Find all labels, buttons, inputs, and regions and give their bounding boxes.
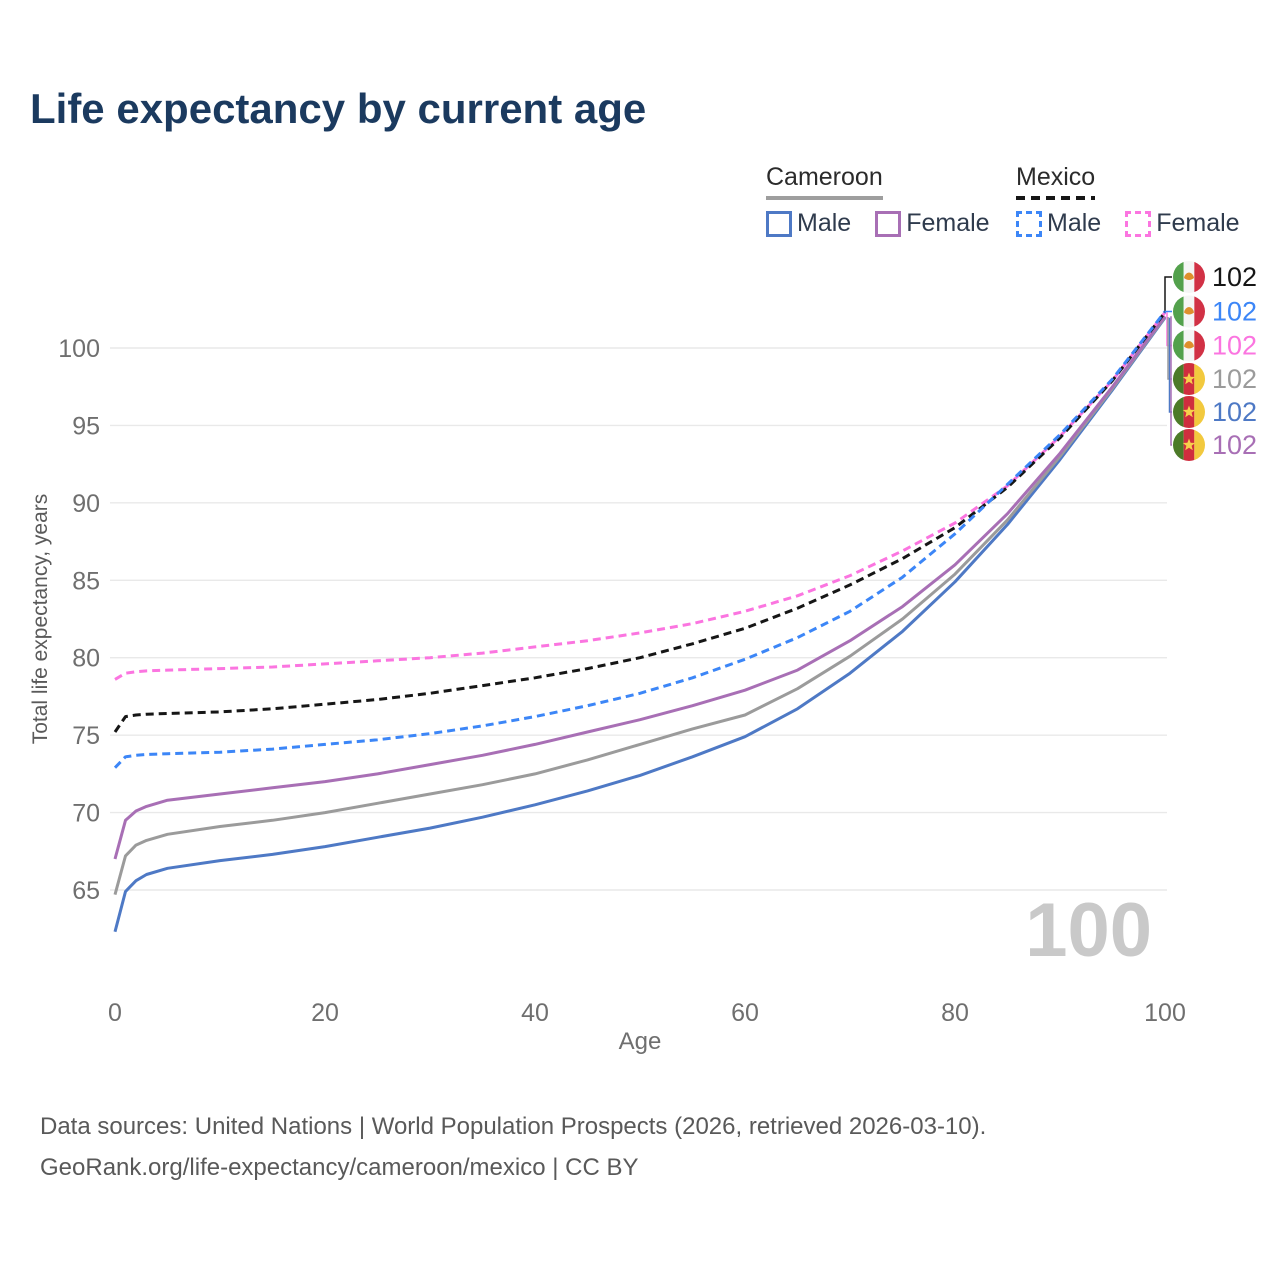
series-line-mexico-female[interactable]	[114, 311, 1167, 681]
legend-item-mexico-female[interactable]: Female	[1125, 209, 1240, 238]
y-tick-label-100: 100	[58, 335, 100, 363]
series-line-cameroon-both[interactable]	[113, 316, 1167, 895]
end-label-cameroon-male: 102	[1168, 317, 1257, 428]
x-tick-label-100: 100	[1144, 999, 1186, 1027]
y-axis-title: Total life expectancy, years	[29, 494, 52, 745]
page-title: Life expectancy by current age	[30, 85, 647, 132]
series-line-cameroon-male[interactable]	[113, 316, 1167, 933]
y-tick-label-95: 95	[72, 412, 100, 440]
mexico-male-swatch-icon[interactable]	[1016, 210, 1042, 237]
footer-data-sources: Data sources: United Nations | World Pop…	[40, 1113, 987, 1140]
series-line-cameroon-female[interactable]	[113, 315, 1167, 860]
label-connector-cameroon-female	[1170, 316, 1172, 446]
end-label-value-mexico-female: 102	[1212, 331, 1257, 361]
legend-label-cameroon-female: Female	[906, 209, 990, 237]
y-tick-label-80: 80	[72, 645, 100, 673]
end-label-value-cameroon-both: 102	[1212, 364, 1257, 394]
cameroon-flag-icon	[1173, 396, 1205, 428]
legend-group-mexico: Mexico Male Female	[1016, 163, 1264, 238]
cameroon-solid-line-sample	[766, 196, 883, 200]
legend-item-cameroon-female[interactable]: Female	[875, 209, 990, 238]
series-line-mexico-both[interactable]	[113, 311, 1167, 733]
end-label-mexico-female: 102	[1166, 312, 1257, 362]
x-tick-label-60: 60	[731, 999, 759, 1027]
y-tick-label-75: 75	[72, 722, 100, 750]
mexico-flag-icon	[1173, 295, 1205, 328]
mexico-flag-icon	[1173, 329, 1205, 362]
footer-attribution: GeoRank.org/life-expectancy/cameroon/mex…	[40, 1154, 639, 1181]
y-tick-label-65: 65	[72, 877, 100, 905]
y-tick-label-85: 85	[72, 567, 100, 595]
age-watermark: 100	[1025, 888, 1152, 973]
x-tick-label-80: 80	[941, 999, 969, 1027]
x-tick-label-40: 40	[521, 999, 549, 1027]
cameroon-male-swatch-icon[interactable]	[766, 210, 792, 237]
end-label-value-cameroon-female: 102	[1212, 430, 1257, 460]
mexico-flag-icon	[1173, 261, 1205, 293]
cameroon-female-swatch-icon[interactable]	[875, 210, 902, 237]
x-tick-label-20: 20	[311, 999, 339, 1027]
end-label-mexico-male: 102	[1164, 295, 1257, 328]
legend-label-cameroon-male: Male	[797, 209, 852, 237]
x-tick-label-0: 0	[108, 999, 122, 1027]
label-connector-mexico-both	[1164, 276, 1172, 313]
footer: Data sources: United Nations | World Pop…	[40, 1106, 986, 1188]
legend-item-mexico-male[interactable]: Male	[1016, 209, 1101, 238]
legend-mexico-title[interactable]: Mexico	[1016, 163, 1096, 200]
end-label-value-mexico-male: 102	[1212, 297, 1257, 327]
end-label-value-mexico-both: 102	[1212, 262, 1257, 292]
cameroon-flag-icon	[1173, 363, 1205, 395]
x-axis-title: Age	[619, 1028, 662, 1055]
end-label-cameroon-female: 102	[1170, 316, 1257, 461]
mexico-dashed-line-sample	[1016, 196, 1096, 200]
legend-label-mexico-male: Male	[1047, 209, 1102, 237]
series-line-mexico-male[interactable]	[113, 310, 1167, 769]
legend-label-mexico-female: Female	[1156, 209, 1240, 237]
end-label-value-cameroon-male: 102	[1212, 397, 1257, 427]
y-tick-label-90: 90	[72, 490, 100, 518]
legend-cameroon-title[interactable]: Cameroon	[766, 163, 883, 200]
legend-group-cameroon: Cameroon Male Female	[766, 163, 1014, 238]
legend-mexico-label: Mexico	[1016, 163, 1096, 191]
end-label-mexico-both: 102	[1164, 261, 1257, 313]
legend-cameroon-label: Cameroon	[766, 163, 883, 191]
end-label-cameroon-both: 102	[1167, 317, 1257, 395]
legend-item-cameroon-male[interactable]: Male	[766, 209, 851, 238]
mexico-female-swatch-icon[interactable]	[1125, 210, 1152, 237]
y-tick-label-70: 70	[72, 800, 100, 828]
cameroon-flag-icon	[1173, 429, 1205, 461]
